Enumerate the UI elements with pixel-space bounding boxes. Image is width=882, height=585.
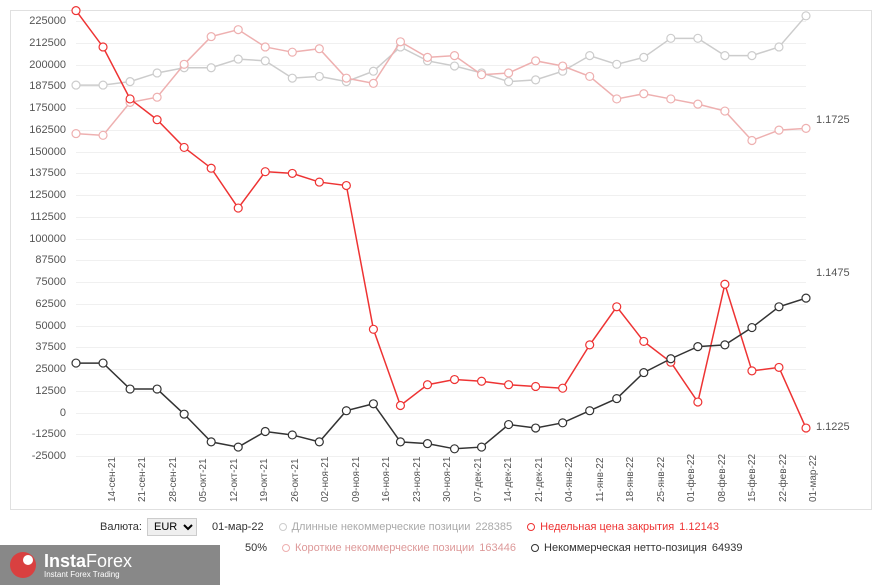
net-label: Некоммерческая нетто-позиция <box>544 542 707 554</box>
brand-logo-text: InstaForex Instant Forex Trading <box>44 551 132 579</box>
y-axis-left: -25000-125000125002500037500500006250075… <box>11 21 71 454</box>
short-label: Короткие некоммерческие позиции <box>295 542 474 554</box>
currency-select[interactable]: EUR <box>147 518 197 536</box>
weekly-marker-icon <box>527 523 535 531</box>
short-marker-icon <box>282 544 290 552</box>
net-value: 64939 <box>712 542 743 554</box>
short-value: 163446 <box>479 542 516 554</box>
currency-label: Валюта: <box>100 521 142 533</box>
long-value: 228385 <box>475 521 512 533</box>
pct-value: 50% <box>245 542 267 554</box>
chart-lines-svg <box>76 21 806 454</box>
brand-logo-icon <box>10 552 36 578</box>
long-marker-icon <box>279 523 287 531</box>
weekly-label: Недельная цена закрытия <box>540 521 674 533</box>
y-axis-right: 1.12251.14751.1725 <box>811 21 871 454</box>
chart-container: -25000-125000125002500037500500006250075… <box>10 10 872 510</box>
plot-area <box>76 21 806 454</box>
x-axis: 14-сен-2121-сен-2128-сен-2105-окт-2112-о… <box>76 454 806 509</box>
selected-date: 01-мар-22 <box>212 521 264 533</box>
weekly-value: 1.12143 <box>679 521 719 533</box>
brand-logo: InstaForex Instant Forex Trading <box>0 545 220 585</box>
long-label: Длинные некоммерческие позиции <box>292 521 471 533</box>
net-marker-icon <box>531 544 539 552</box>
